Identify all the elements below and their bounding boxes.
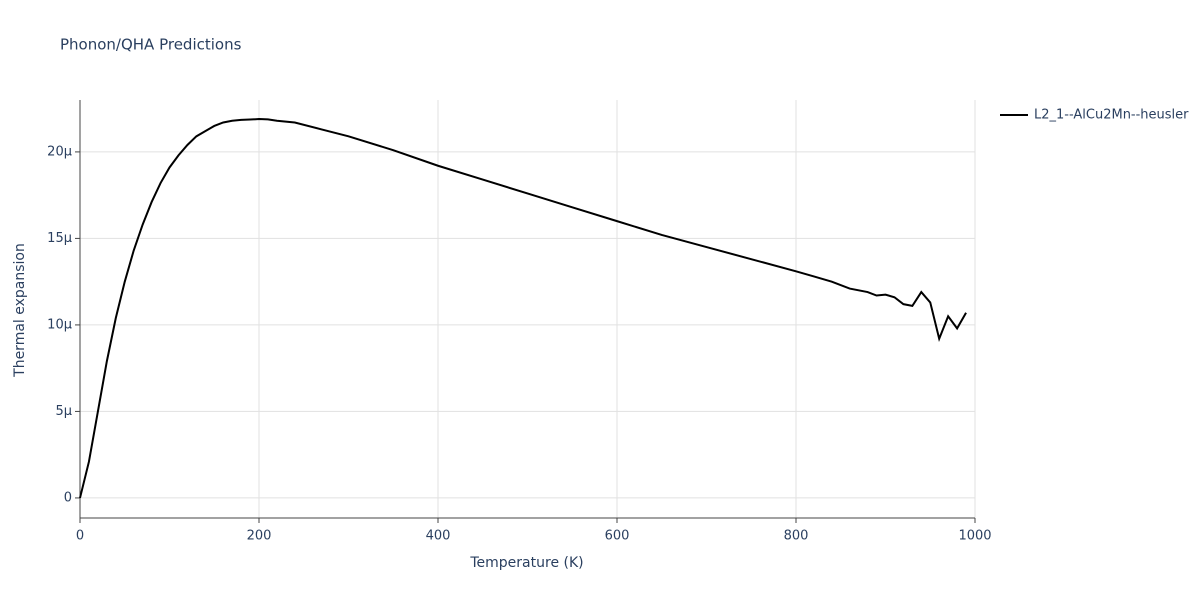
x-tick-label: 400 (426, 529, 451, 544)
x-axis-title: Temperature (K) (469, 555, 583, 571)
y-tick-label: 5μ (55, 404, 72, 419)
y-tick-label: 15μ (47, 231, 72, 246)
x-tick-label: 1000 (958, 529, 991, 544)
y-axis-title: Thermal expansion (12, 243, 28, 378)
x-tick-label: 200 (247, 529, 272, 544)
y-tick-label: 10μ (47, 317, 72, 332)
x-tick-label: 600 (605, 529, 630, 544)
y-tick-label: 0 (64, 490, 72, 505)
y-tick-label: 20μ (47, 144, 72, 159)
x-tick-label: 800 (784, 529, 809, 544)
legend-label: L2_1--AlCu2Mn--heusler (1034, 108, 1189, 123)
chart-title: Phonon/QHA Predictions (60, 36, 242, 54)
x-tick-label: 0 (76, 529, 84, 544)
data-line (79, 118, 967, 499)
